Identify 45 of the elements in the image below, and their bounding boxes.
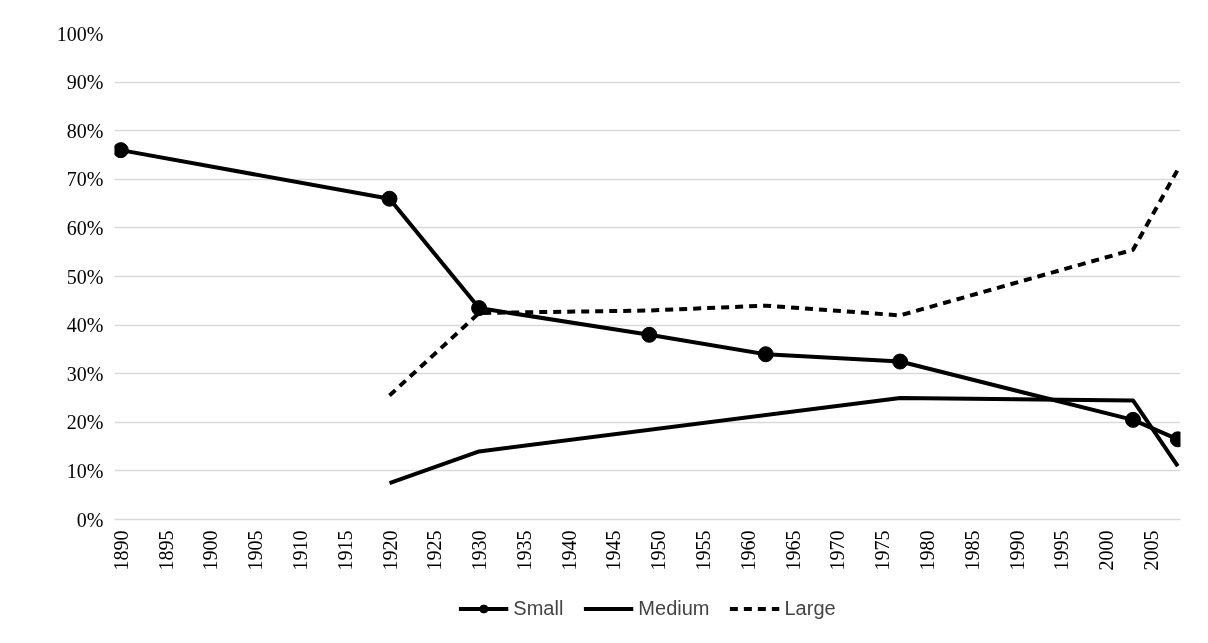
x-tick-label: 1915 <box>333 530 356 571</box>
x-tick-label: 1985 <box>960 530 983 571</box>
x-tick-label: 1920 <box>378 530 401 571</box>
y-tick-label: 70% <box>66 168 104 191</box>
point <box>381 190 398 207</box>
y-tick-label: 20% <box>66 411 104 434</box>
point <box>641 326 658 343</box>
x-tick-label: 1910 <box>288 530 311 571</box>
x-tick-label: 1890 <box>109 530 132 571</box>
y-tick-label: 60% <box>66 216 104 239</box>
x-tick-label: 1960 <box>736 530 759 571</box>
y-tick-label: 40% <box>66 314 104 337</box>
x-tick-label: 1945 <box>602 530 625 571</box>
x-tick-label: 1980 <box>915 530 938 571</box>
point <box>114 142 129 159</box>
y-tick-label: 100% <box>56 22 104 45</box>
point <box>757 346 774 363</box>
x-tick-label: 1940 <box>557 530 580 571</box>
y-tick-label: 10% <box>66 459 104 482</box>
legend-label: Small <box>513 596 564 620</box>
x-tick-label: 1900 <box>199 530 222 571</box>
point <box>892 353 909 370</box>
y-tick-label: 50% <box>66 265 104 288</box>
x-tick-label: 1895 <box>154 530 177 571</box>
y-tick-label: 80% <box>66 119 104 142</box>
y-tick-label: 0% <box>76 508 104 531</box>
x-tick-label: 1935 <box>512 530 535 571</box>
x-tick-label: 1930 <box>468 530 491 571</box>
x-tick-label: 2000 <box>1095 530 1118 571</box>
x-tick-label: 2005 <box>1139 530 1162 571</box>
x-tick-label: 1965 <box>781 530 804 571</box>
y-tick-label: 30% <box>66 362 104 385</box>
legend-label: Medium <box>638 596 710 620</box>
point <box>1125 411 1142 428</box>
x-tick-label: 1955 <box>692 530 715 571</box>
x-tick-label: 1905 <box>244 530 267 571</box>
y-tick-label: 90% <box>66 71 104 94</box>
x-tick-label: 1950 <box>647 530 670 571</box>
point <box>471 300 488 317</box>
x-tick-label: 1975 <box>871 530 894 571</box>
x-tick-label: 1925 <box>423 530 446 571</box>
x-tick-label: 1970 <box>826 530 849 571</box>
legend-label: Large <box>784 596 836 620</box>
x-tick-label: 1990 <box>1005 530 1028 571</box>
x-tick-label: 1995 <box>1050 530 1073 571</box>
